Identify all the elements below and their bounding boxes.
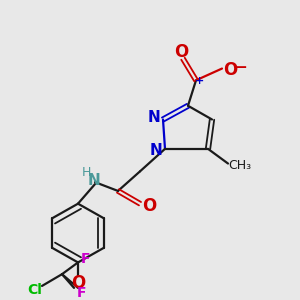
Text: O: O <box>174 43 188 61</box>
Text: O: O <box>142 196 156 214</box>
Text: O: O <box>223 61 237 79</box>
Text: F: F <box>81 253 91 266</box>
Text: CH₃: CH₃ <box>228 159 252 172</box>
Text: N: N <box>150 143 162 158</box>
Text: N: N <box>148 110 160 125</box>
Text: F: F <box>77 286 87 300</box>
Text: Cl: Cl <box>28 283 42 297</box>
Text: −: − <box>235 60 248 75</box>
Text: +: + <box>195 76 205 86</box>
Text: O: O <box>71 274 85 292</box>
Text: N: N <box>88 173 100 188</box>
Text: H: H <box>81 166 91 179</box>
